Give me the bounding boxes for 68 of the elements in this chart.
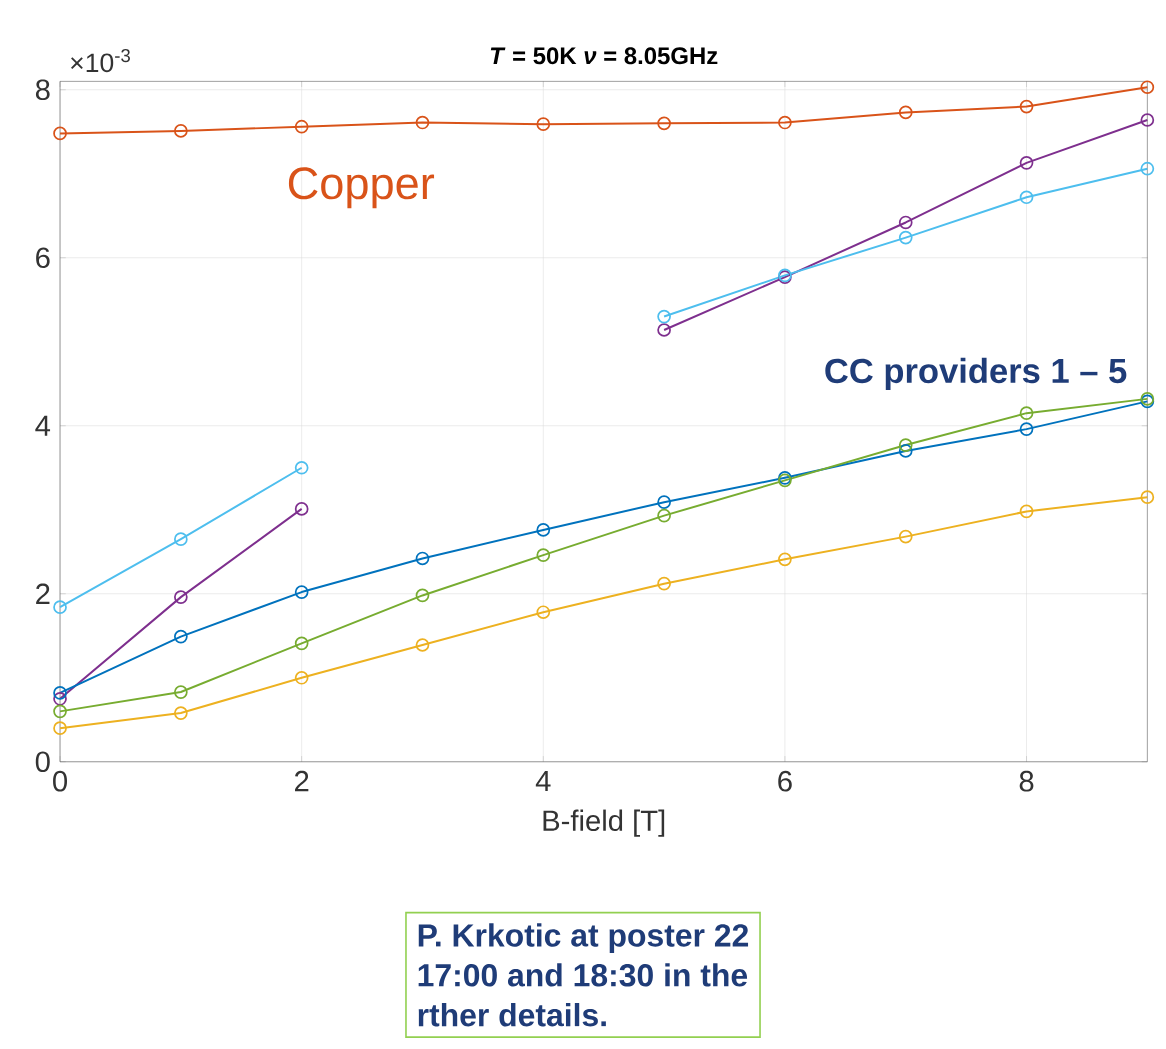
point: [1140, 80, 1155, 95]
text: 17:00 and 18:30 in the: [418, 963, 748, 987]
point: [898, 444, 913, 459]
y-tick-label: 2: [36, 583, 50, 605]
y-tick-label: 6: [36, 247, 50, 269]
point: [1140, 162, 1155, 176]
point: [415, 638, 430, 653]
point: [294, 585, 309, 600]
point: [898, 529, 913, 544]
point: [174, 532, 188, 547]
point: [415, 588, 430, 603]
point: [294, 502, 309, 516]
point: [898, 230, 913, 245]
point: [536, 605, 551, 620]
point: [53, 126, 67, 141]
x-tick-label: 4: [535, 771, 551, 792]
point: [1019, 504, 1034, 519]
point: [294, 120, 309, 134]
text: ×10$^{-3}$: [71, 49, 130, 73]
point: [657, 508, 671, 523]
point: [898, 105, 913, 120]
y-tick-label: 8: [35, 79, 50, 101]
point: [657, 323, 671, 338]
x-tick-label: 0: [53, 771, 68, 792]
point: [53, 600, 67, 615]
point: [294, 636, 309, 651]
point: [657, 495, 671, 510]
text: P. Krkotic at poster 22: [418, 923, 749, 954]
x-tick-label: 2: [295, 771, 309, 792]
point: [415, 551, 430, 566]
point: [898, 215, 913, 230]
point: [536, 117, 551, 132]
point: [778, 115, 792, 130]
point: [174, 685, 188, 700]
point: [657, 309, 671, 324]
y-tick-label: 0: [35, 751, 50, 773]
point: [294, 461, 309, 475]
point: [53, 721, 67, 736]
series-label: Copper: [288, 167, 435, 209]
point: [1019, 406, 1034, 421]
y-tick-label: 4: [35, 415, 51, 437]
point: [53, 704, 67, 719]
point: [1140, 113, 1155, 128]
point: [53, 686, 67, 700]
point: [778, 552, 792, 567]
point: [174, 629, 188, 644]
annotation: CC providers 1 – 5: [825, 358, 1127, 391]
point: [294, 671, 309, 685]
point: [174, 706, 188, 721]
x-axis-title: B-field [T]: [543, 809, 665, 838]
point: [657, 577, 671, 591]
point: [1019, 422, 1034, 437]
chart-title: T = 50K ν = 8.05GHz: [490, 47, 718, 65]
point: [415, 115, 430, 130]
x-tick-label: 6: [778, 771, 792, 792]
point: [1019, 190, 1034, 205]
text: rther details.: [418, 1003, 606, 1027]
point: [53, 692, 67, 706]
point: [1019, 156, 1034, 170]
point: [174, 124, 188, 138]
point: [898, 438, 913, 453]
point: [657, 116, 671, 131]
point: [1019, 99, 1034, 114]
point: [174, 590, 188, 605]
point: [536, 548, 551, 563]
point: [536, 523, 551, 537]
x-tick-label: 8: [1019, 771, 1034, 792]
point: [1140, 490, 1155, 505]
